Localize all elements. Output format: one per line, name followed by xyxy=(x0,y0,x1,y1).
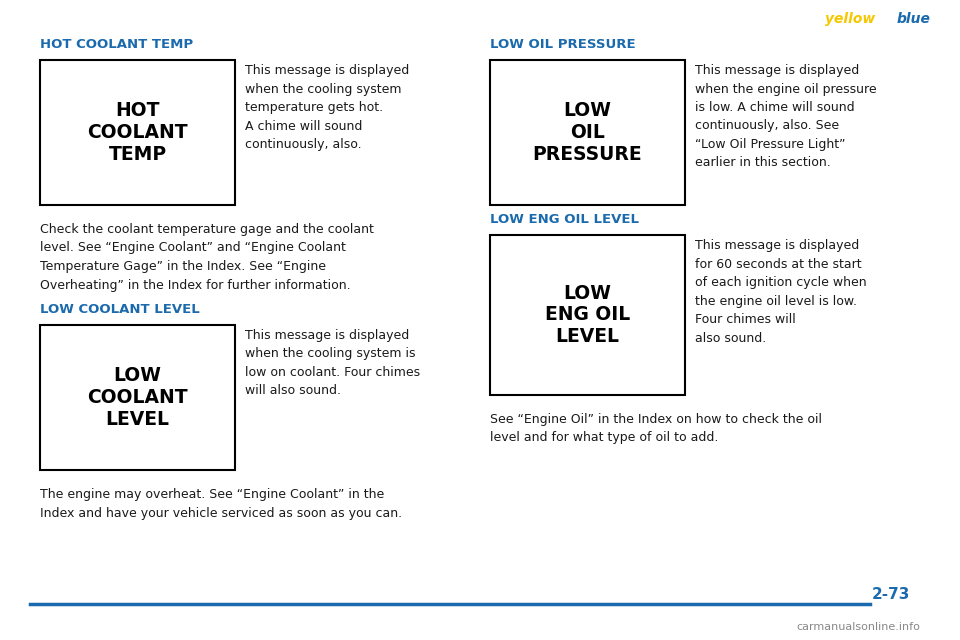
Text: LEVEL: LEVEL xyxy=(556,327,619,346)
Text: LEVEL: LEVEL xyxy=(106,410,170,429)
Bar xyxy=(490,235,685,395)
Text: LOW: LOW xyxy=(564,101,612,120)
Text: This message is displayed
for 60 seconds at the start
of each ignition cycle whe: This message is displayed for 60 seconds… xyxy=(695,239,867,344)
Text: carmanualsonline.info: carmanualsonline.info xyxy=(796,622,920,632)
Text: OIL: OIL xyxy=(570,123,605,142)
Text: LOW OIL PRESSURE: LOW OIL PRESSURE xyxy=(490,38,636,51)
Text: This message is displayed
when the cooling system is
low on coolant. Four chimes: This message is displayed when the cooli… xyxy=(245,329,420,397)
Text: This message is displayed
when the cooling system
temperature gets hot.
A chime : This message is displayed when the cooli… xyxy=(245,64,409,151)
Text: Check the coolant temperature gage and the coolant
level. See “Engine Coolant” a: Check the coolant temperature gage and t… xyxy=(40,223,373,291)
Bar xyxy=(40,60,235,205)
Text: LOW: LOW xyxy=(113,366,161,385)
Text: COOLANT: COOLANT xyxy=(87,123,188,142)
Text: yellow: yellow xyxy=(825,12,875,26)
Text: blue: blue xyxy=(896,12,930,26)
Text: LOW ENG OIL LEVEL: LOW ENG OIL LEVEL xyxy=(490,213,639,226)
Text: COOLANT: COOLANT xyxy=(87,388,188,407)
Text: HOT COOLANT TEMP: HOT COOLANT TEMP xyxy=(40,38,193,51)
Text: The engine may overheat. See “Engine Coolant” in the
Index and have your vehicle: The engine may overheat. See “Engine Coo… xyxy=(40,488,402,520)
Text: See “Engine Oil” in the Index on how to check the oil
level and for what type of: See “Engine Oil” in the Index on how to … xyxy=(490,413,822,445)
Text: This message is displayed
when the engine oil pressure
is low. A chime will soun: This message is displayed when the engin… xyxy=(695,64,876,170)
Text: 2-73: 2-73 xyxy=(872,587,910,602)
Bar xyxy=(490,60,685,205)
Text: PRESSURE: PRESSURE xyxy=(533,145,642,164)
Text: LOW COOLANT LEVEL: LOW COOLANT LEVEL xyxy=(40,303,200,316)
Text: ENG OIL: ENG OIL xyxy=(545,305,630,324)
Text: HOT: HOT xyxy=(115,101,159,120)
Text: LOW: LOW xyxy=(564,284,612,303)
Bar xyxy=(40,325,235,470)
Text: TEMP: TEMP xyxy=(108,145,167,164)
